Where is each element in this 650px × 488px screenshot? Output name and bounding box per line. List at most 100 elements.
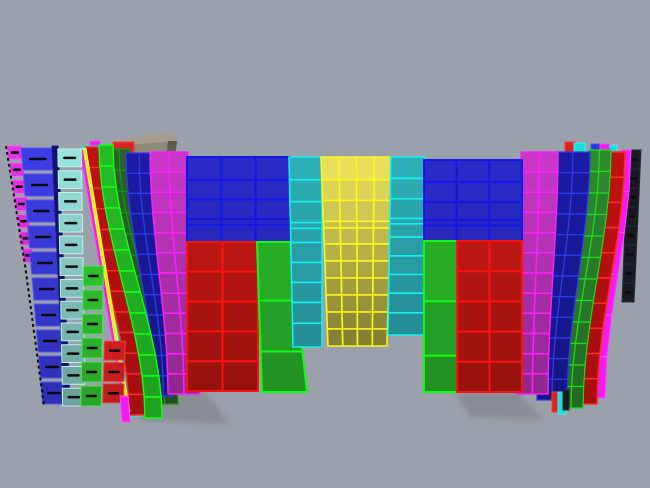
left-red-panel-block[interactable] bbox=[186, 241, 259, 392]
panel-cell[interactable] bbox=[338, 199, 358, 223]
panel-cell[interactable] bbox=[534, 272, 554, 294]
panel-cell[interactable] bbox=[591, 213, 608, 237]
panel-cell[interactable] bbox=[337, 156, 358, 181]
panel-cell[interactable] bbox=[423, 159, 458, 183]
panel-cell[interactable] bbox=[160, 292, 181, 315]
panel-cell[interactable] bbox=[221, 270, 259, 303]
panel-cell[interactable] bbox=[537, 191, 559, 214]
panel-cell[interactable] bbox=[552, 337, 572, 360]
panel-cell[interactable] bbox=[324, 277, 343, 296]
panel-cell[interactable] bbox=[488, 360, 523, 393]
panel-cell[interactable] bbox=[561, 254, 582, 277]
panel-cell[interactable] bbox=[554, 316, 574, 339]
panel-cell[interactable] bbox=[488, 270, 523, 303]
panel-cell[interactable] bbox=[340, 260, 358, 279]
panel-cell[interactable] bbox=[125, 152, 141, 174]
panel-cell[interactable] bbox=[389, 217, 426, 225]
panel-cell[interactable] bbox=[387, 292, 426, 314]
left-green-labeled-column[interactable] bbox=[80, 265, 104, 407]
panel-cell[interactable] bbox=[289, 200, 323, 224]
panel-cell[interactable] bbox=[389, 198, 426, 220]
panel-cell[interactable] bbox=[532, 332, 551, 355]
panel-cell[interactable] bbox=[355, 178, 375, 202]
panel-cell[interactable] bbox=[326, 328, 344, 347]
panel-cell[interactable] bbox=[288, 179, 323, 203]
panel-cell[interactable] bbox=[220, 178, 257, 201]
panel-cell[interactable] bbox=[186, 241, 224, 273]
panel-cell[interactable] bbox=[186, 270, 224, 303]
panel-cell[interactable] bbox=[355, 220, 375, 229]
panel-cell[interactable] bbox=[536, 211, 558, 234]
panel-cell[interactable] bbox=[388, 223, 426, 238]
panel-cell[interactable] bbox=[221, 330, 259, 363]
panel-cell[interactable] bbox=[488, 201, 523, 221]
panel-cell[interactable] bbox=[538, 151, 559, 173]
panel-cell[interactable] bbox=[562, 389, 570, 411]
panel-cell[interactable] bbox=[186, 360, 224, 392]
panel-cell[interactable] bbox=[571, 151, 591, 174]
panel-cell[interactable] bbox=[372, 260, 391, 279]
panel-cell[interactable] bbox=[323, 243, 342, 262]
panel-cell[interactable] bbox=[577, 299, 595, 323]
panel-cell[interactable] bbox=[356, 328, 374, 347]
panel-cell[interactable] bbox=[356, 243, 375, 262]
panel-cell[interactable] bbox=[325, 311, 344, 330]
panel-cell[interactable] bbox=[186, 300, 224, 333]
panel-cell[interactable] bbox=[572, 342, 589, 366]
panel-cell[interactable] bbox=[389, 156, 426, 180]
panel-cell[interactable] bbox=[372, 220, 392, 229]
panel-cell[interactable] bbox=[339, 220, 358, 229]
panel-cell[interactable] bbox=[291, 301, 323, 325]
panel-cell[interactable] bbox=[156, 252, 178, 274]
panel-cell[interactable] bbox=[340, 294, 359, 313]
panel-cell[interactable] bbox=[168, 171, 190, 194]
panel-cell[interactable] bbox=[519, 191, 540, 214]
right-blue-panel-block[interactable] bbox=[423, 159, 523, 242]
panel-cell[interactable] bbox=[564, 234, 585, 256]
panel-cell[interactable] bbox=[574, 321, 591, 345]
panel-cell[interactable] bbox=[168, 151, 189, 173]
panel-cell[interactable] bbox=[322, 227, 342, 245]
panel-cell[interactable] bbox=[221, 300, 259, 333]
panel-cell[interactable] bbox=[254, 156, 291, 181]
panel-cell[interactable] bbox=[322, 220, 342, 229]
panel-cell[interactable] bbox=[320, 156, 341, 181]
bottom-right-tip-dark[interactable] bbox=[562, 389, 570, 411]
panel-cell[interactable] bbox=[186, 156, 223, 181]
panel-cell[interactable] bbox=[598, 149, 612, 173]
panel-cell[interactable] bbox=[371, 277, 390, 296]
panel-cell[interactable] bbox=[356, 277, 374, 296]
panel-cell[interactable] bbox=[423, 180, 458, 204]
panel-cell[interactable] bbox=[355, 156, 376, 181]
panel-cell[interactable] bbox=[538, 171, 559, 194]
panel-cell[interactable] bbox=[488, 300, 523, 333]
panel-cell[interactable] bbox=[355, 199, 375, 223]
panel-cell[interactable] bbox=[289, 241, 323, 264]
panel-cell[interactable] bbox=[141, 375, 162, 398]
panel-cell[interactable] bbox=[259, 350, 308, 393]
panel-cell[interactable] bbox=[372, 227, 391, 245]
panel-cell[interactable] bbox=[153, 231, 176, 254]
panel-cell[interactable] bbox=[186, 224, 223, 243]
panel-cell[interactable] bbox=[455, 201, 491, 221]
panel-cell[interactable] bbox=[423, 354, 458, 393]
panel-cell[interactable] bbox=[166, 373, 185, 395]
panel-cell[interactable] bbox=[535, 252, 555, 274]
panel-cell[interactable] bbox=[520, 151, 541, 173]
panel-cell[interactable] bbox=[371, 311, 389, 330]
panel-cell[interactable] bbox=[488, 330, 523, 363]
panel-cell[interactable] bbox=[289, 221, 323, 230]
panel-cell[interactable] bbox=[341, 311, 359, 330]
panel-cell[interactable] bbox=[164, 332, 184, 355]
center-yellow-column[interactable] bbox=[320, 156, 393, 347]
panel-cell[interactable] bbox=[150, 191, 173, 214]
panel-cell[interactable] bbox=[456, 300, 491, 333]
panel-cell[interactable] bbox=[288, 156, 323, 181]
panel-cell[interactable] bbox=[559, 275, 580, 298]
panel-cell[interactable] bbox=[138, 354, 160, 377]
panel-cell[interactable] bbox=[423, 300, 458, 357]
left-green-s-curve-strip[interactable] bbox=[98, 144, 163, 419]
panel-cell[interactable] bbox=[456, 330, 491, 363]
panel-cell[interactable] bbox=[289, 227, 323, 244]
